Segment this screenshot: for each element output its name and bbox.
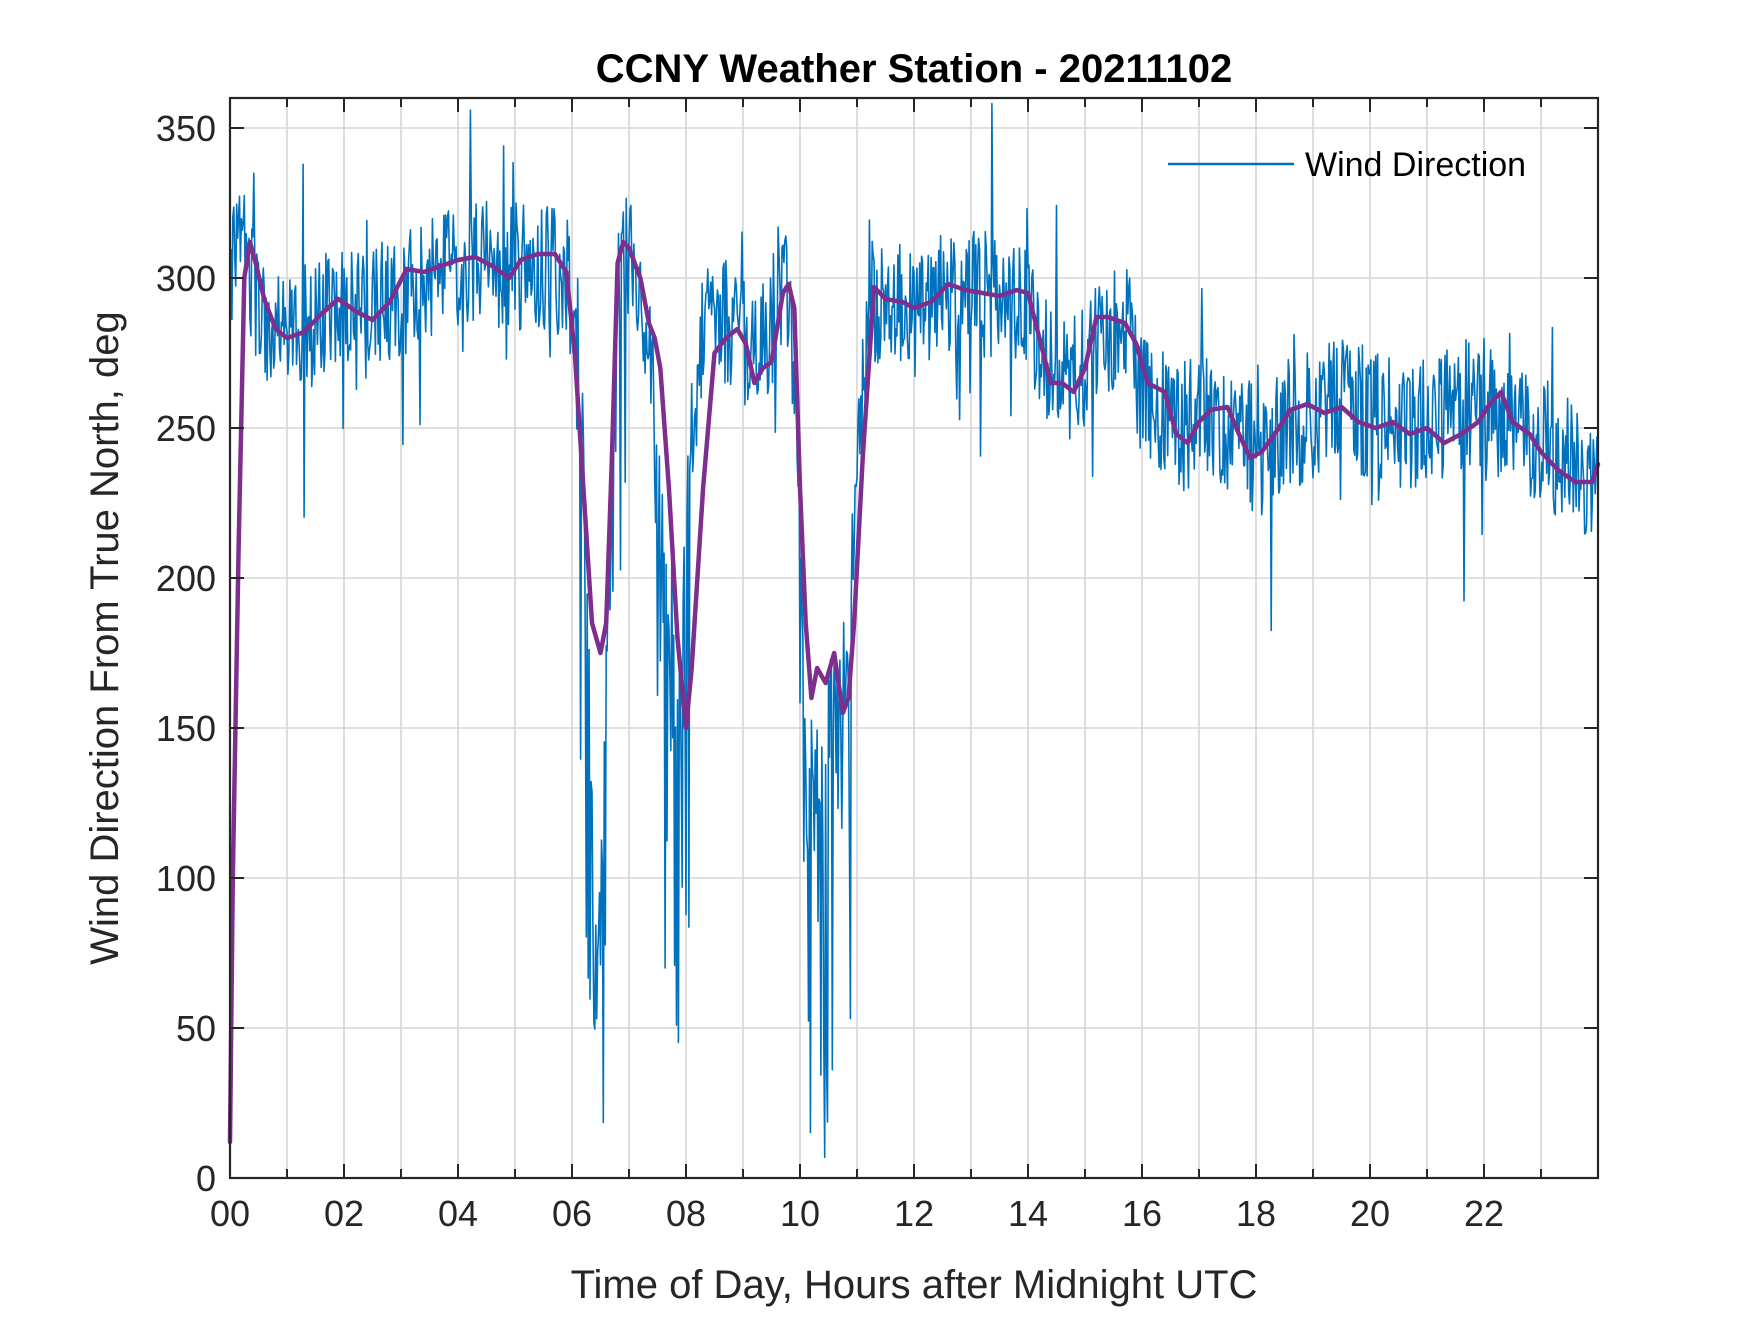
- series-layer: [227, 102, 1601, 1159]
- y-tick-label: 300: [156, 258, 216, 299]
- x-tick-label: 04: [438, 1193, 478, 1234]
- legend-label-wind-direction: Wind Direction: [1305, 146, 1526, 184]
- x-tick-label: 14: [1008, 1193, 1048, 1234]
- x-tick-label: 00: [210, 1193, 250, 1234]
- x-tick-label: 18: [1236, 1193, 1276, 1234]
- x-tick-label: 02: [324, 1193, 364, 1234]
- y-axis-label: Wind Direction From True North, deg: [83, 311, 127, 965]
- y-tick-label: 100: [156, 858, 216, 899]
- y-tick-label: 50: [176, 1008, 216, 1049]
- x-axis-label: Time of Day, Hours after Midnight UTC: [571, 1263, 1258, 1307]
- y-tick-label: 150: [156, 708, 216, 749]
- y-tick-label: 0: [196, 1158, 216, 1199]
- x-tick-label: 20: [1350, 1193, 1390, 1234]
- tick-layer: 00 02 04 06 08 10 12 14 16 18 20 22 0 50 100 150 200 250 3…: [156, 98, 1598, 1234]
- series-line-wind-direction: [229, 102, 1599, 1159]
- legend: Wind Direction: [1168, 146, 1526, 184]
- y-tick-label: 250: [156, 408, 216, 449]
- x-tick-label: 22: [1464, 1193, 1504, 1234]
- x-tick-label: 08: [666, 1193, 706, 1234]
- x-tick-label: 12: [894, 1193, 934, 1234]
- x-tick-label: 16: [1122, 1193, 1162, 1234]
- y-tick-label: 200: [156, 558, 216, 599]
- chart-title: CCNY Weather Station - 20211102: [596, 47, 1233, 91]
- series-line-smoothed: [227, 239, 1601, 1145]
- x-tick-label: 06: [552, 1193, 592, 1234]
- x-tick-label: 10: [780, 1193, 820, 1234]
- y-tick-label: 350: [156, 108, 216, 149]
